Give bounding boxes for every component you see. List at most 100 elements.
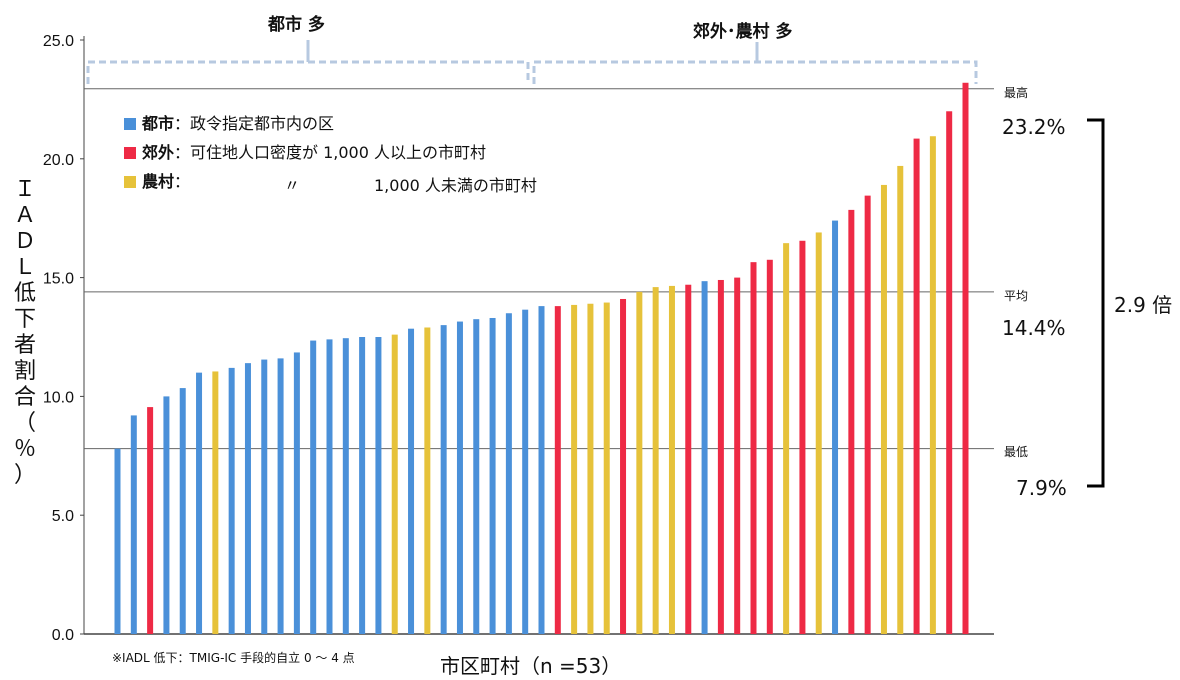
- bar-14-urban: [326, 339, 333, 634]
- group-label-urban: 都市 多: [268, 15, 325, 35]
- bar-35-rural: [668, 285, 675, 634]
- bar-10-urban: [261, 359, 268, 634]
- bar-29-rural: [571, 304, 578, 634]
- ref-value-avg: 14.4%: [1002, 316, 1066, 340]
- legend-name-rural: 農村: [142, 172, 175, 191]
- bar-17-urban: [375, 337, 382, 634]
- group-label-suburban-rural: 郊外･農村 多: [693, 22, 793, 42]
- ref-value-min: 7.9%: [1016, 476, 1067, 500]
- y-axis-label-char: 合: [13, 385, 36, 410]
- y-axis-label-char: Ｉ: [13, 177, 36, 202]
- bar-23-urban: [473, 319, 480, 634]
- y-tick-label-4: 20.0: [43, 152, 74, 169]
- bar-15-urban: [342, 338, 349, 634]
- y-axis-label-char: Ａ: [13, 203, 36, 228]
- footnote: ※IADL 低下：TMIG-IC 手段的自立 0 ～ 4 点: [112, 651, 355, 665]
- bar-9-urban: [244, 363, 251, 634]
- bar-38-suburban: [717, 279, 724, 634]
- y-tick-label-2: 10.0: [43, 389, 74, 406]
- range-bracket: [1087, 118, 1105, 488]
- bar-28-suburban: [554, 306, 561, 634]
- legend-swatch-suburban: [124, 147, 136, 159]
- ref-label-max: 最高: [1004, 86, 1029, 100]
- bar-3-suburban: [147, 407, 154, 634]
- y-axis-label-char: ％: [13, 437, 36, 462]
- bar-43-suburban: [799, 240, 806, 634]
- bar-8-urban: [228, 367, 235, 634]
- bar-48-rural: [880, 184, 887, 634]
- bar-53-suburban: [962, 82, 969, 634]
- y-axis-label-char: 低: [13, 281, 36, 306]
- bar-40-suburban: [750, 262, 757, 634]
- bar-11-urban: [277, 358, 284, 634]
- bar-7-rural: [212, 371, 219, 634]
- ref-label-avg: 平均: [1004, 289, 1029, 303]
- legend-item-rural: 農村：: [124, 172, 190, 192]
- legend-name-suburban: 郊外: [142, 143, 175, 162]
- legend-desc-rural-2: 1,000 人未満の市町村: [374, 176, 537, 195]
- bar-45-urban: [832, 220, 839, 635]
- bar-1-urban: [114, 448, 121, 634]
- y-axis-label-char: 者: [13, 333, 36, 358]
- bar-30-rural: [587, 303, 594, 634]
- bar-36-suburban: [685, 284, 692, 634]
- bar-33-rural: [636, 291, 643, 634]
- bar-47-suburban: [864, 195, 871, 635]
- legend-item-urban: 都市：政令指定都市内の区: [124, 114, 334, 134]
- legend-desc-urban: ：政令指定都市内の区: [174, 114, 335, 133]
- bar-4-urban: [163, 396, 170, 634]
- y-axis-label-char: Ｄ: [13, 229, 36, 254]
- bar-50-suburban: [913, 138, 920, 634]
- bar-16-urban: [359, 337, 366, 634]
- legend-desc-rural: ：: [174, 172, 191, 191]
- bar-41-suburban: [766, 259, 773, 634]
- legend-swatch-urban: [124, 118, 136, 130]
- bar-52-suburban: [946, 111, 953, 634]
- bar-46-suburban: [848, 209, 855, 634]
- bar-42-rural: [783, 243, 790, 634]
- bar-12-urban: [293, 352, 300, 634]
- y-tick-label-5: 25.0: [43, 33, 74, 50]
- bracket-suburban-rural: [532, 60, 978, 84]
- bracket-urban: [86, 60, 530, 84]
- bar-5-urban: [179, 388, 186, 634]
- y-tick-label-1: 5.0: [52, 508, 74, 525]
- bar-51-rural: [929, 136, 936, 634]
- ref-value-max: 23.2%: [1002, 115, 1066, 139]
- bar-37-urban: [701, 281, 708, 634]
- legend-name-urban: 都市: [142, 114, 175, 133]
- ref-label-min: 最低: [1004, 445, 1029, 459]
- bar-6-urban: [196, 372, 203, 634]
- y-axis-label-char: 下: [13, 307, 36, 332]
- bar-24-urban: [489, 317, 496, 634]
- bar-18-rural: [391, 334, 398, 634]
- y-axis-label-char: 割: [13, 359, 36, 384]
- bar-13-urban: [310, 340, 317, 634]
- y-tick-label-0: 0.0: [52, 627, 74, 644]
- bar-49-rural: [897, 165, 904, 635]
- bar-19-urban: [408, 328, 415, 634]
- y-tick-label-3: 15.0: [43, 271, 74, 288]
- bar-39-suburban: [734, 277, 741, 634]
- ratio-label: 2.9 倍: [1114, 293, 1173, 317]
- bar-32-suburban: [620, 298, 627, 634]
- bar-20-rural: [424, 327, 431, 634]
- bar-34-rural: [652, 287, 659, 634]
- bar-2-urban: [130, 415, 137, 634]
- bar-22-urban: [456, 321, 463, 634]
- bar-44-rural: [815, 232, 822, 634]
- bar-27-urban: [538, 306, 545, 634]
- bar-31-rural: [603, 302, 610, 634]
- y-axis-label-char: ）: [13, 463, 36, 488]
- bar-21-urban: [440, 325, 447, 634]
- legend-desc-suburban: ：可住地人口密度が 1,000 人以上の市町村: [174, 143, 486, 162]
- x-axis-label: 市区町村（n =53）: [440, 654, 622, 678]
- legend-item-suburban: 郊外：可住地人口密度が 1,000 人以上の市町村: [124, 143, 486, 163]
- bar-26-urban: [522, 309, 529, 634]
- bar-25-urban: [505, 313, 512, 634]
- y-axis-label-char: Ｌ: [13, 255, 36, 280]
- y-axis-label-char: （: [13, 411, 36, 436]
- legend-swatch-rural: [124, 176, 136, 188]
- legend-ditto-mark: 〃: [284, 176, 301, 195]
